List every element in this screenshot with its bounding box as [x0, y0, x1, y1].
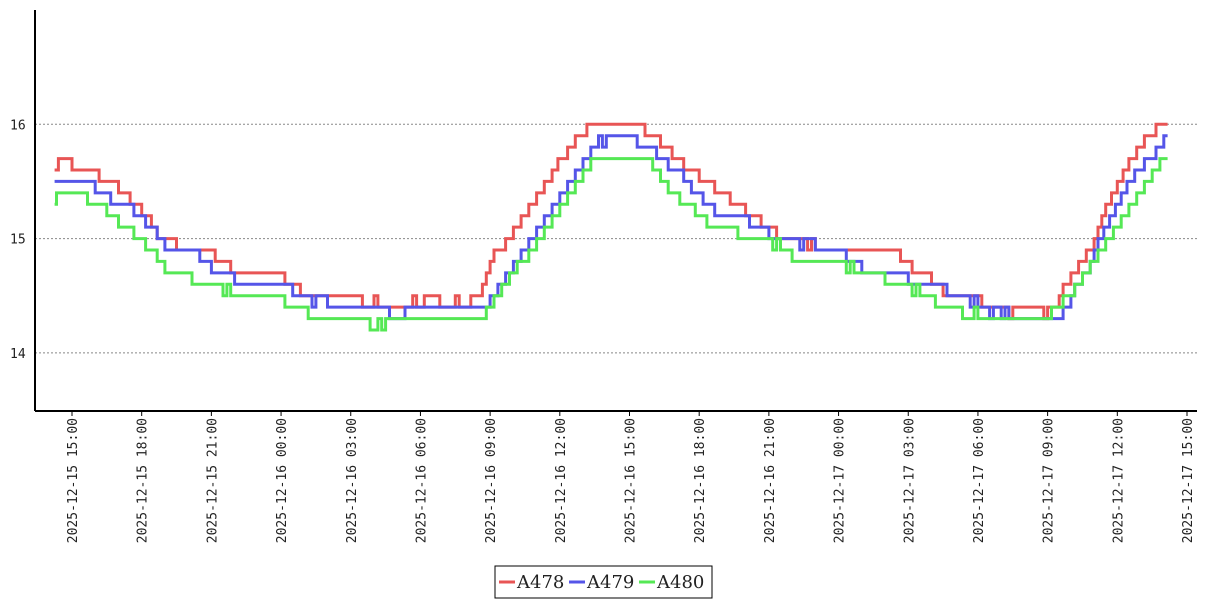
x-tick-label: 2025-12-17 12:00 — [1111, 418, 1126, 543]
x-tick-label: 2025-12-17 03:00 — [902, 418, 917, 543]
x-tick-label: 2025-12-17 00:00 — [833, 418, 848, 543]
x-tick-label: 2025-12-16 03:00 — [345, 418, 360, 543]
x-tick-label: 2025-12-17 06:00 — [972, 418, 987, 543]
legend: A478 A479 A480 — [494, 565, 713, 599]
x-tick-label: 2025-12-16 06:00 — [414, 418, 429, 543]
x-tick-label: 2025-12-15 18:00 — [136, 418, 151, 543]
y-tick-labels: 14 15 16 — [10, 118, 26, 362]
x-tick-label: 2025-12-15 21:00 — [205, 418, 220, 543]
x-tick-label: 2025-12-16 00:00 — [275, 418, 290, 543]
series-line-A478 — [54, 122, 1168, 321]
y-tick-label: 16 — [10, 118, 26, 133]
axes — [34, 10, 1197, 412]
legend-label-A478: A478 — [516, 572, 564, 593]
series-lines — [54, 122, 1168, 332]
y-tick-label: 15 — [10, 233, 26, 248]
series-line-A480 — [54, 157, 1168, 332]
x-tick-label: 2025-12-17 15:00 — [1181, 418, 1196, 543]
legend-label-A479: A479 — [586, 572, 634, 593]
x-tick-label: 2025-12-16 12:00 — [554, 418, 569, 543]
x-tick-label: 2025-12-16 18:00 — [693, 418, 708, 543]
x-tick-labels: 2025-12-15 15:00 2025-12-15 18:00 2025-12-… — [66, 411, 1196, 543]
x-tick-label: 2025-12-17 09:00 — [1042, 418, 1057, 543]
y-tick-label: 14 — [10, 347, 26, 362]
x-tick-label: 2025-12-16 15:00 — [624, 418, 639, 543]
legend-label-A480: A480 — [656, 572, 704, 593]
x-tick-label: 2025-12-16 21:00 — [763, 418, 778, 543]
x-tick-label: 2025-12-16 09:00 — [484, 418, 499, 543]
x-tick-label: 2025-12-15 15:00 — [66, 418, 81, 543]
legend-box — [494, 565, 713, 599]
